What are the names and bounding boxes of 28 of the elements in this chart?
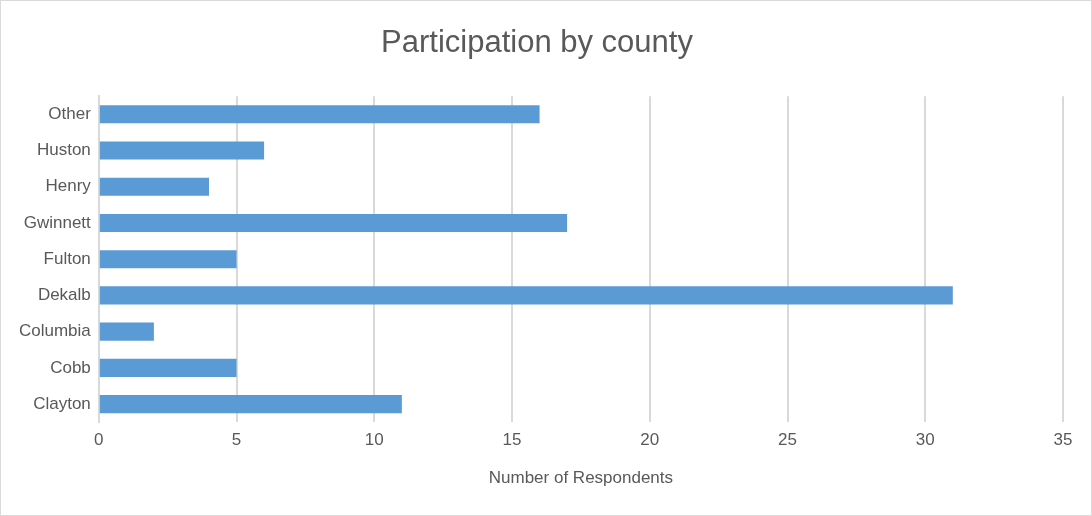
y-tick-label: Fulton <box>43 248 91 268</box>
y-tick-label: Gwinnett <box>23 212 92 232</box>
x-tick-label: 0 <box>94 430 104 450</box>
x-tick-label: 15 <box>502 430 522 450</box>
y-tick-label: Dekalb <box>37 285 91 305</box>
bar <box>99 177 209 196</box>
x-tick-label: 10 <box>364 430 384 450</box>
x-tick-label: 25 <box>778 430 797 450</box>
bar <box>99 141 265 160</box>
bar <box>99 250 237 269</box>
bar <box>99 395 402 414</box>
chart-title: Participation by county <box>381 24 694 60</box>
bar <box>99 322 154 341</box>
bar <box>99 213 568 233</box>
bar <box>99 286 953 305</box>
x-tick-label: 5 <box>231 430 242 450</box>
y-tick-label: Cobb <box>50 357 91 377</box>
x-tick-label: 20 <box>640 430 660 450</box>
x-axis-title: Number of Respondents <box>488 468 674 488</box>
y-tick-label: Other <box>48 104 92 123</box>
x-tick-label: 30 <box>915 430 935 450</box>
y-tick-label: Columbia <box>19 321 92 341</box>
bar <box>99 358 237 377</box>
bar <box>99 105 540 124</box>
y-tick-label: Clayton <box>33 393 91 413</box>
x-tick-label: 35 <box>1053 430 1073 450</box>
y-tick-label: Henry <box>45 176 92 196</box>
y-tick-label: Huston <box>36 140 91 160</box>
